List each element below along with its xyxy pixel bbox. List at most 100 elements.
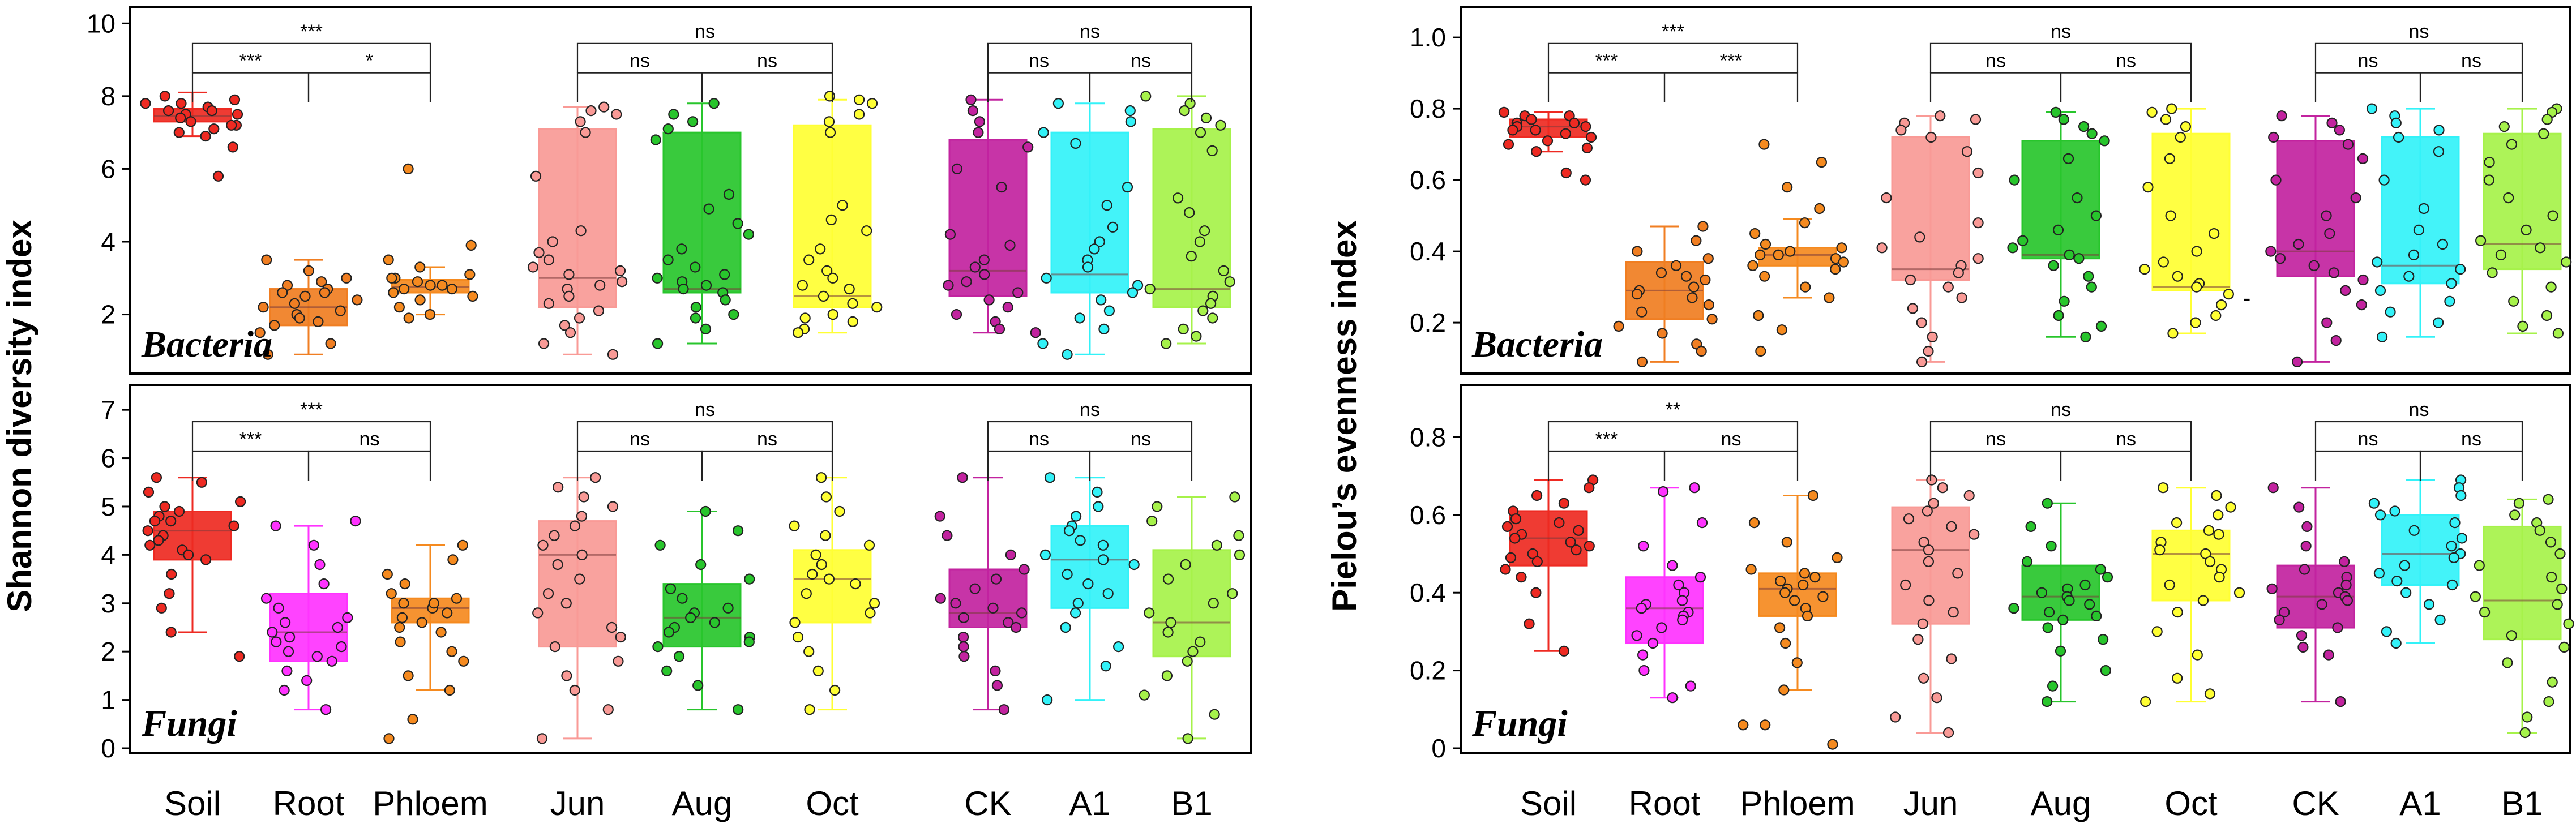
data-point (399, 578, 410, 590)
box-soil (1498, 106, 1597, 186)
data-point (335, 305, 346, 316)
data-point (1571, 544, 1582, 556)
significance-label: ns (360, 428, 380, 450)
data-point (934, 511, 945, 522)
data-point (2265, 246, 2277, 257)
data-point (1161, 670, 1173, 681)
data-point (1103, 305, 1115, 316)
data-point (815, 243, 826, 255)
y-tick-label: 1 (101, 685, 115, 715)
data-point (998, 704, 1010, 715)
data-point (1075, 535, 1086, 546)
data-point (151, 472, 162, 483)
data-point (2545, 537, 2557, 548)
y-tick-label: 6 (101, 154, 115, 183)
data-point (744, 573, 755, 585)
data-point (815, 472, 827, 483)
data-point (467, 290, 478, 302)
data-point (1182, 655, 1193, 667)
data-point (2190, 317, 2201, 328)
data-point (2299, 564, 2310, 575)
category-label-oct: Oct (806, 784, 859, 822)
data-point (827, 272, 838, 284)
data-point (1753, 310, 1764, 321)
data-point (226, 119, 237, 131)
data-point (1827, 739, 1838, 750)
box-iqr (2021, 140, 2100, 260)
data-point (703, 203, 714, 215)
category-label-b1: B1 (1171, 784, 1212, 822)
data-point (165, 515, 177, 527)
data-point (1928, 498, 1939, 509)
data-point (444, 684, 456, 696)
data-point (1923, 345, 1934, 357)
significance-label: ns (2461, 50, 2481, 72)
data-point (1234, 549, 1246, 561)
significance-bracket (987, 42, 1193, 73)
data-point (1128, 559, 1140, 571)
data-point (563, 290, 575, 302)
y-tick-label: 4 (101, 227, 115, 256)
data-point (1952, 568, 1963, 579)
data-point (2434, 614, 2446, 625)
data-point (1927, 331, 1938, 342)
significance-bracket (2314, 42, 2523, 73)
significance-label: ns (1721, 428, 1741, 450)
data-point (1524, 618, 1535, 629)
data-point (990, 573, 1002, 585)
data-point (2455, 264, 2466, 275)
data-point (1229, 491, 1240, 503)
data-point (560, 598, 572, 609)
data-point (2214, 572, 2225, 583)
data-point (2495, 249, 2506, 260)
data-point (2047, 680, 2059, 692)
right-category-axis: Soil Root Phloem Jun Aug Oct CK A1 B1 (1520, 784, 2543, 822)
significance-label: ns (630, 50, 650, 72)
box-soil (140, 91, 243, 182)
data-point (2522, 711, 2533, 723)
data-point (1687, 292, 1698, 303)
data-point (465, 239, 477, 251)
significance-label: ns (2051, 21, 2071, 42)
data-point (2547, 676, 2558, 688)
data-point (1527, 548, 1538, 560)
data-point (2423, 599, 2435, 610)
data-point (228, 520, 239, 531)
data-point (1173, 192, 1184, 204)
data-point (1781, 537, 1792, 548)
data-point (303, 265, 315, 276)
outlier-point (1580, 174, 1591, 186)
data-point (2080, 331, 2091, 342)
data-point (732, 218, 743, 229)
data-point (269, 320, 280, 331)
data-point (2517, 320, 2528, 332)
data-point (569, 684, 580, 696)
y-tick-label: 4 (101, 540, 115, 569)
data-point (1092, 486, 1103, 498)
significance-label: ns (1080, 21, 1100, 42)
data-point (2399, 560, 2410, 571)
data-point (1038, 127, 1049, 138)
data-point (585, 105, 597, 117)
data-point (446, 284, 457, 295)
significance-bracket (307, 450, 431, 481)
data-point (2086, 281, 2097, 293)
data-point (403, 312, 414, 324)
data-point (1895, 125, 1907, 136)
data-point (2142, 182, 2154, 193)
data-point (2164, 153, 2176, 164)
data-point (2418, 203, 2429, 215)
data-point (1658, 486, 1669, 498)
data-point (576, 511, 588, 522)
data-point (271, 636, 282, 647)
data-point (2334, 125, 2345, 136)
data-point (868, 598, 880, 609)
data-point (978, 269, 990, 280)
box-root (260, 515, 361, 715)
data-point (650, 134, 661, 145)
data-point (590, 472, 601, 483)
data-point (552, 559, 563, 571)
significance-label: ns (1080, 399, 1100, 421)
data-point (2297, 641, 2309, 653)
data-point (1224, 276, 1235, 288)
